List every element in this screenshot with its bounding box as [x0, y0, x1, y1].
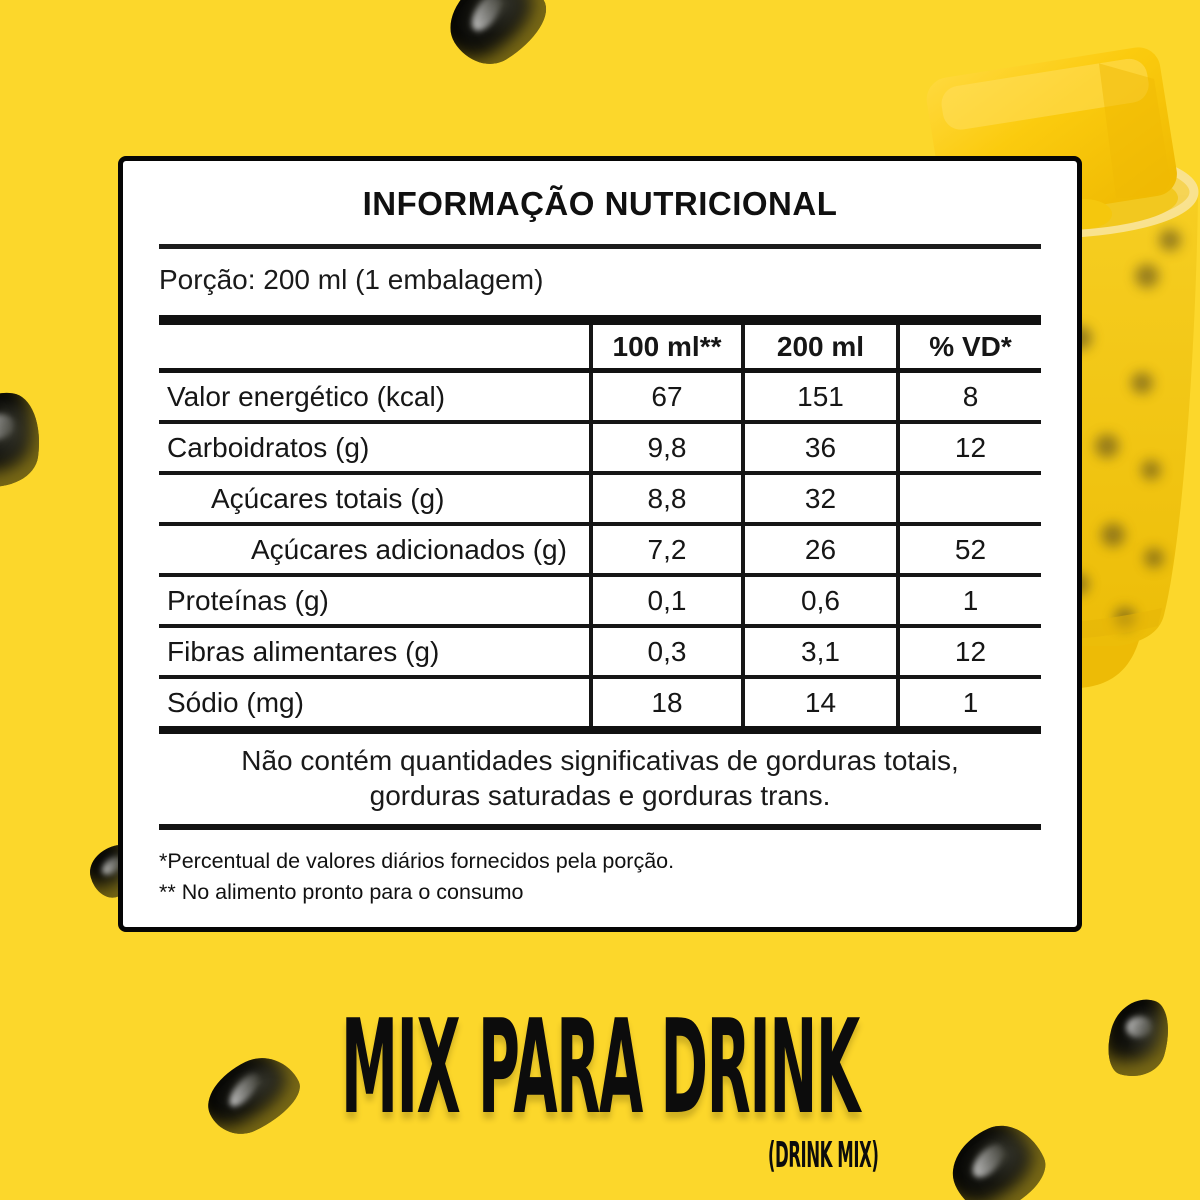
- passion-fruit-seed-left: [0, 386, 47, 494]
- row-label: Sódio (mg): [167, 686, 304, 718]
- nutrition-facts-card: INFORMAÇÃO NUTRICIONAL Porção: 200 ml (1…: [118, 156, 1082, 932]
- row-value-100ml: 0,3: [589, 628, 741, 675]
- row-value-100ml: 67: [589, 373, 741, 420]
- row-label: Carboidratos (g): [167, 431, 370, 463]
- row-value-vd: 12: [896, 424, 1041, 471]
- serving-size: Porção: 200 ml (1 embalagem): [159, 264, 544, 295]
- header-vd: % VD*: [896, 325, 1041, 368]
- row-value-vd: [896, 475, 1041, 522]
- product-name: MIX PARA DRINK: [341, 991, 860, 1143]
- row-value-100ml: 9,8: [589, 424, 741, 471]
- row-value-200ml: 0,6: [741, 577, 896, 624]
- row-value-200ml: 36: [741, 424, 896, 471]
- row-value-100ml: 7,2: [589, 526, 741, 573]
- row-value-100ml: 8,8: [589, 475, 741, 522]
- row-value-200ml: 14: [741, 679, 896, 726]
- header-200ml: 200 ml: [741, 325, 896, 368]
- row-value-vd: 8: [896, 373, 1041, 420]
- row-label: Açúcares adicionados (g): [251, 533, 567, 565]
- row-value-vd: 1: [896, 679, 1041, 726]
- row-value-100ml: 18: [589, 679, 741, 726]
- row-value-100ml: 0,1: [589, 577, 741, 624]
- row-label: Açúcares totais (g): [211, 482, 445, 514]
- passion-fruit-seed-top: [434, 0, 560, 78]
- row-value-200ml: 3,1: [741, 628, 896, 675]
- table-row-acucares-adicionados: Açúcares adicionados (g) 7,2 26 52: [159, 526, 1041, 577]
- no-significant-fats-note: Não contém quantidades significativas de…: [159, 734, 1041, 830]
- title-divider: [159, 244, 1041, 249]
- passion-fruit-seed-bottom-right: [939, 1112, 1057, 1200]
- header-empty-cell: [159, 325, 589, 368]
- table-row-carboidratos: Carboidratos (g) 9,8 36 12: [159, 424, 1041, 475]
- header-100ml: 100 ml**: [589, 325, 741, 368]
- footnote-ready-to-consume: ** No alimento pronto para o consumo: [159, 880, 524, 904]
- row-value-vd: 12: [896, 628, 1041, 675]
- table-row-sodio: Sódio (mg) 18 14 1: [159, 679, 1041, 734]
- nutrition-title: INFORMAÇÃO NUTRICIONAL: [362, 185, 838, 222]
- row-value-200ml: 26: [741, 526, 896, 573]
- footnote-daily-values: *Percentual de valores diários fornecido…: [159, 849, 675, 873]
- table-header-row: 100 ml** 200 ml % VD*: [159, 315, 1041, 373]
- table-row-energia: Valor energético (kcal) 67 151 8: [159, 373, 1041, 424]
- row-value-vd: 1: [896, 577, 1041, 624]
- row-value-vd: 52: [896, 526, 1041, 573]
- table-row-proteinas: Proteínas (g) 0,1 0,6 1: [159, 577, 1041, 628]
- row-label: Proteínas (g): [167, 584, 329, 616]
- row-label: Valor energético (kcal): [167, 380, 446, 412]
- passion-fruit-seed-right: [1100, 991, 1178, 1085]
- footnotes: *Percentual de valores diários fornecido…: [159, 846, 1041, 908]
- row-label: Fibras alimentares (g): [167, 635, 440, 667]
- row-value-200ml: 32: [741, 475, 896, 522]
- passion-fruit-seed-bottom-left: [196, 1044, 310, 1146]
- table-row-fibras: Fibras alimentares (g) 0,3 3,1 12: [159, 628, 1041, 679]
- product-name-translation: (DRINK MIX): [767, 1135, 878, 1176]
- table-row-acucares-totais: Açúcares totais (g) 8,8 32: [159, 475, 1041, 526]
- row-value-200ml: 151: [741, 373, 896, 420]
